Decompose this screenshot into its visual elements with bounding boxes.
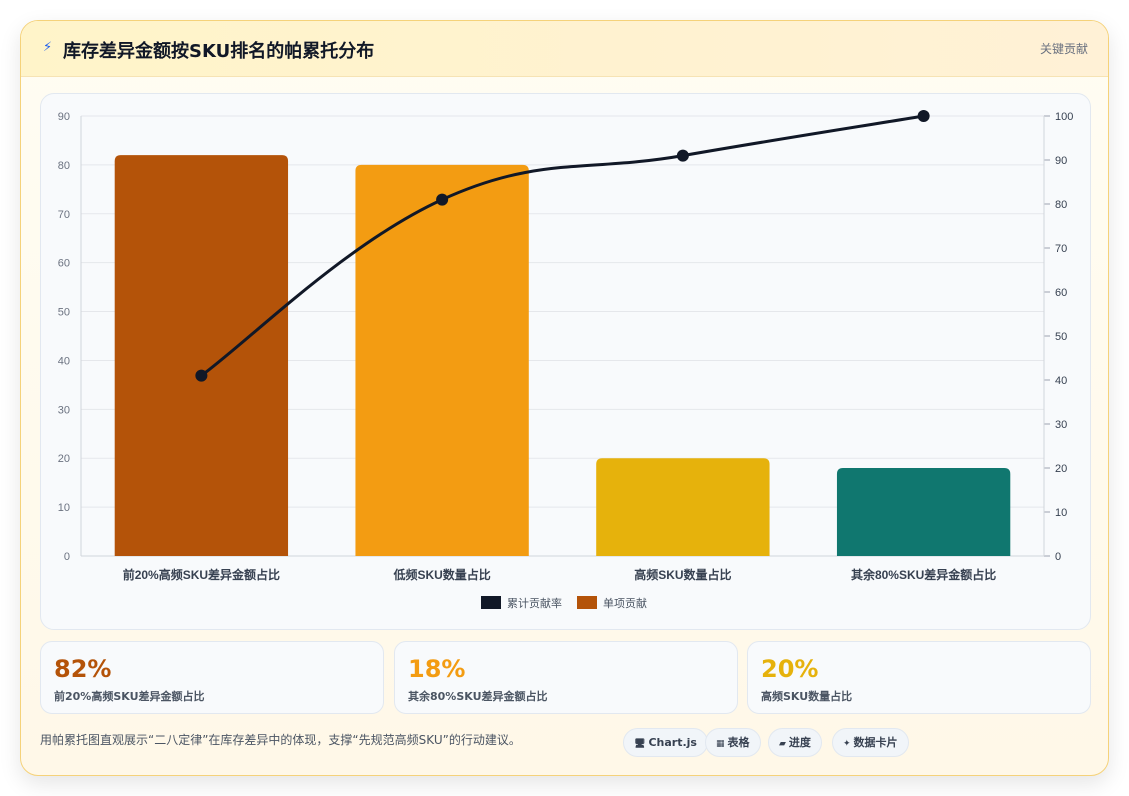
x-tick-label: 前20%高频SKU差异金额占比 (123, 567, 280, 582)
stat-label: 其余80%SKU差异金额占比 (408, 690, 548, 703)
y-right-tick-label: 50 (1055, 331, 1067, 343)
y-left-tick-label: 0 (64, 551, 70, 563)
legend-swatch (481, 596, 501, 609)
stat-card-highfreq: 20% 高频SKU数量占比 (747, 641, 1091, 714)
stat-card-top20: 82% 前20%高频SKU差异金额占比 (40, 641, 384, 714)
y-left-tick-label: 30 (58, 404, 70, 416)
chip-data-card[interactable]: ✦ 数据卡片 (832, 728, 909, 757)
y-right-tick-label: 20 (1055, 463, 1067, 475)
legend-label: 累计贡献率 (507, 596, 562, 610)
y-right-tick-label: 10 (1055, 507, 1067, 519)
y-right-tick-label: 100 (1055, 111, 1073, 123)
stat-value: 82% (54, 655, 112, 683)
bar (836, 468, 1011, 556)
cumulative-point (436, 193, 449, 206)
stat-label: 前20%高频SKU差异金额占比 (54, 690, 205, 703)
y-left-tick-label: 70 (58, 209, 70, 221)
footer-note: 用帕累托图直观展示“二八定律”在库存差异中的体现，支撑“先规范高频SKU”的行动… (40, 733, 521, 747)
cumulative-point (676, 149, 689, 162)
x-tick-label: 低频SKU数量占比 (392, 567, 490, 582)
lightning-icon: ⚡ (43, 40, 53, 55)
stat-value: 20% (761, 655, 819, 683)
x-tick-label: 其余80%SKU差异金额占比 (851, 567, 996, 582)
legend-swatch (577, 596, 597, 609)
table-icon: ▦ (716, 739, 725, 749)
pareto-chart: 0 10 20 30 40 50 60 70 80 90 0 10 20 30 40 50 60 70 80 90 10… (58, 110, 1073, 610)
sparkle-icon: ✦ (843, 739, 851, 749)
y-left-tick-label: 40 (58, 355, 70, 367)
card-header: ⚡ 库存差异金额按SKU排名的帕累托分布 关键贡献 (21, 21, 1108, 77)
y-right-tick-label: 80 (1055, 199, 1067, 211)
y-right-tick-label: 30 (1055, 419, 1067, 431)
pareto-chart-panel: 0 10 20 30 40 50 60 70 80 90 0 10 20 30 40 50 60 70 80 90 10… (40, 93, 1091, 630)
y-right-tick-label: 90 (1055, 155, 1067, 167)
y-left-tick-label: 10 (58, 502, 70, 514)
stat-label: 高频SKU数量占比 (761, 690, 853, 703)
chip-label: 进度 (788, 736, 811, 749)
chip-table[interactable]: ▦ 表格 (705, 728, 761, 757)
stat-value: 18% (408, 655, 466, 683)
y-right-tick-label: 40 (1055, 375, 1067, 387)
y-left-tick-label: 50 (58, 307, 70, 319)
report-card: ⚡ 库存差异金额按SKU排名的帕累托分布 关键贡献 0 10 20 30 40 50 60 7… (20, 20, 1109, 776)
cumulative-line (200, 114, 924, 377)
chip-progress[interactable]: ▰ 进度 (768, 728, 822, 757)
chip-chartjs[interactable]: 🖥 Chart.js (623, 728, 708, 757)
chip-label: 表格 (727, 736, 750, 749)
y-right-tick-label: 0 (1055, 551, 1061, 563)
chip-label: Chart.js (648, 736, 697, 749)
key-contribution-badge: 关键贡献 (1039, 42, 1088, 56)
y-left-tick-label: 60 (58, 258, 70, 270)
y-left-tick-label: 20 (58, 453, 70, 465)
y-right-tick-label: 70 (1055, 243, 1067, 255)
monitor-icon: 🖥 (634, 739, 646, 749)
cumulative-point (195, 369, 208, 382)
stat-card-other80: 18% 其余80%SKU差异金额占比 (394, 641, 738, 714)
chip-label: 数据卡片 (853, 736, 898, 749)
bar (355, 164, 529, 556)
bar (114, 155, 289, 556)
card-title: 库存差异金额按SKU排名的帕累托分布 (63, 41, 375, 62)
y-left-tick-label: 90 (58, 111, 70, 123)
progress-icon: ▰ (779, 739, 786, 749)
legend-label: 单项贡献 (603, 596, 647, 610)
x-tick-label: 高频SKU数量占比 (634, 567, 731, 582)
bar (596, 458, 770, 556)
cumulative-point (917, 110, 930, 122)
y-left-tick-label: 80 (58, 160, 70, 172)
y-right-tick-label: 60 (1055, 287, 1067, 299)
